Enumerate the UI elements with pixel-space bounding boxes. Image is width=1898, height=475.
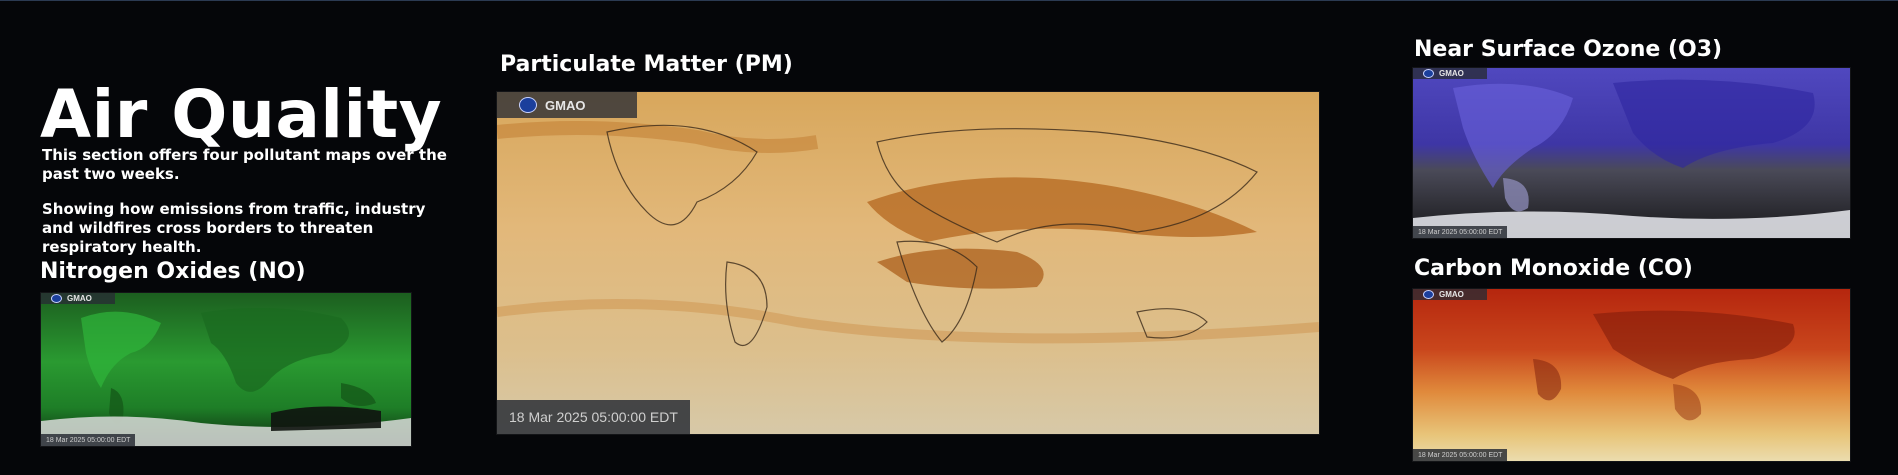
o3-map[interactable]: GMAO 18 Mar 2025 05:00:00 EDT	[1412, 67, 1851, 239]
pm-panel-title: Particulate Matter (PM)	[500, 52, 793, 77]
no-timestamp: 18 Mar 2025 05:00:00 EDT	[41, 434, 136, 446]
nasa-logo-icon	[519, 97, 537, 113]
page-title: Air Quality	[40, 76, 443, 154]
pm-gmao-badge: GMAO	[497, 92, 637, 118]
nasa-logo-icon	[1423, 290, 1434, 299]
o3-panel-title: Near Surface Ozone (O3)	[1414, 37, 1723, 62]
nasa-logo-icon	[51, 294, 62, 303]
pm-timestamp: 18 Mar 2025 05:00:00 EDT	[497, 400, 690, 434]
pm-map[interactable]: GMAO 18 Mar 2025 05:00:00 EDT	[496, 91, 1320, 435]
co-panel-title: Carbon Monoxide (CO)	[1414, 256, 1693, 281]
o3-gmao-badge: GMAO	[1413, 68, 1487, 79]
nasa-logo-icon	[1423, 69, 1434, 78]
o3-map-image	[1413, 68, 1850, 238]
co-map-image	[1413, 289, 1850, 461]
no-map-image	[41, 293, 411, 446]
co-map[interactable]: GMAO 18 Mar 2025 05:00:00 EDT	[1412, 288, 1851, 462]
o3-badge-label: GMAO	[1439, 69, 1464, 78]
pm-badge-label: GMAO	[545, 97, 586, 113]
no-panel-title: Nitrogen Oxides (NO)	[40, 259, 306, 284]
no-map[interactable]: GMAO 18 Mar 2025 05:00:00 EDT	[40, 292, 412, 447]
o3-timestamp: 18 Mar 2025 05:00:00 EDT	[1413, 226, 1508, 238]
no-badge-label: GMAO	[67, 294, 92, 303]
no-gmao-badge: GMAO	[41, 293, 115, 304]
pm-map-image	[497, 92, 1319, 434]
co-badge-label: GMAO	[1439, 290, 1464, 299]
co-gmao-badge: GMAO	[1413, 289, 1487, 300]
co-timestamp: 18 Mar 2025 05:00:00 EDT	[1413, 449, 1508, 461]
description-text-1: This section offers four pollutant maps …	[42, 146, 447, 183]
top-border	[0, 0, 1898, 1]
description-text-2: Showing how emissions from traffic, indu…	[42, 200, 426, 256]
